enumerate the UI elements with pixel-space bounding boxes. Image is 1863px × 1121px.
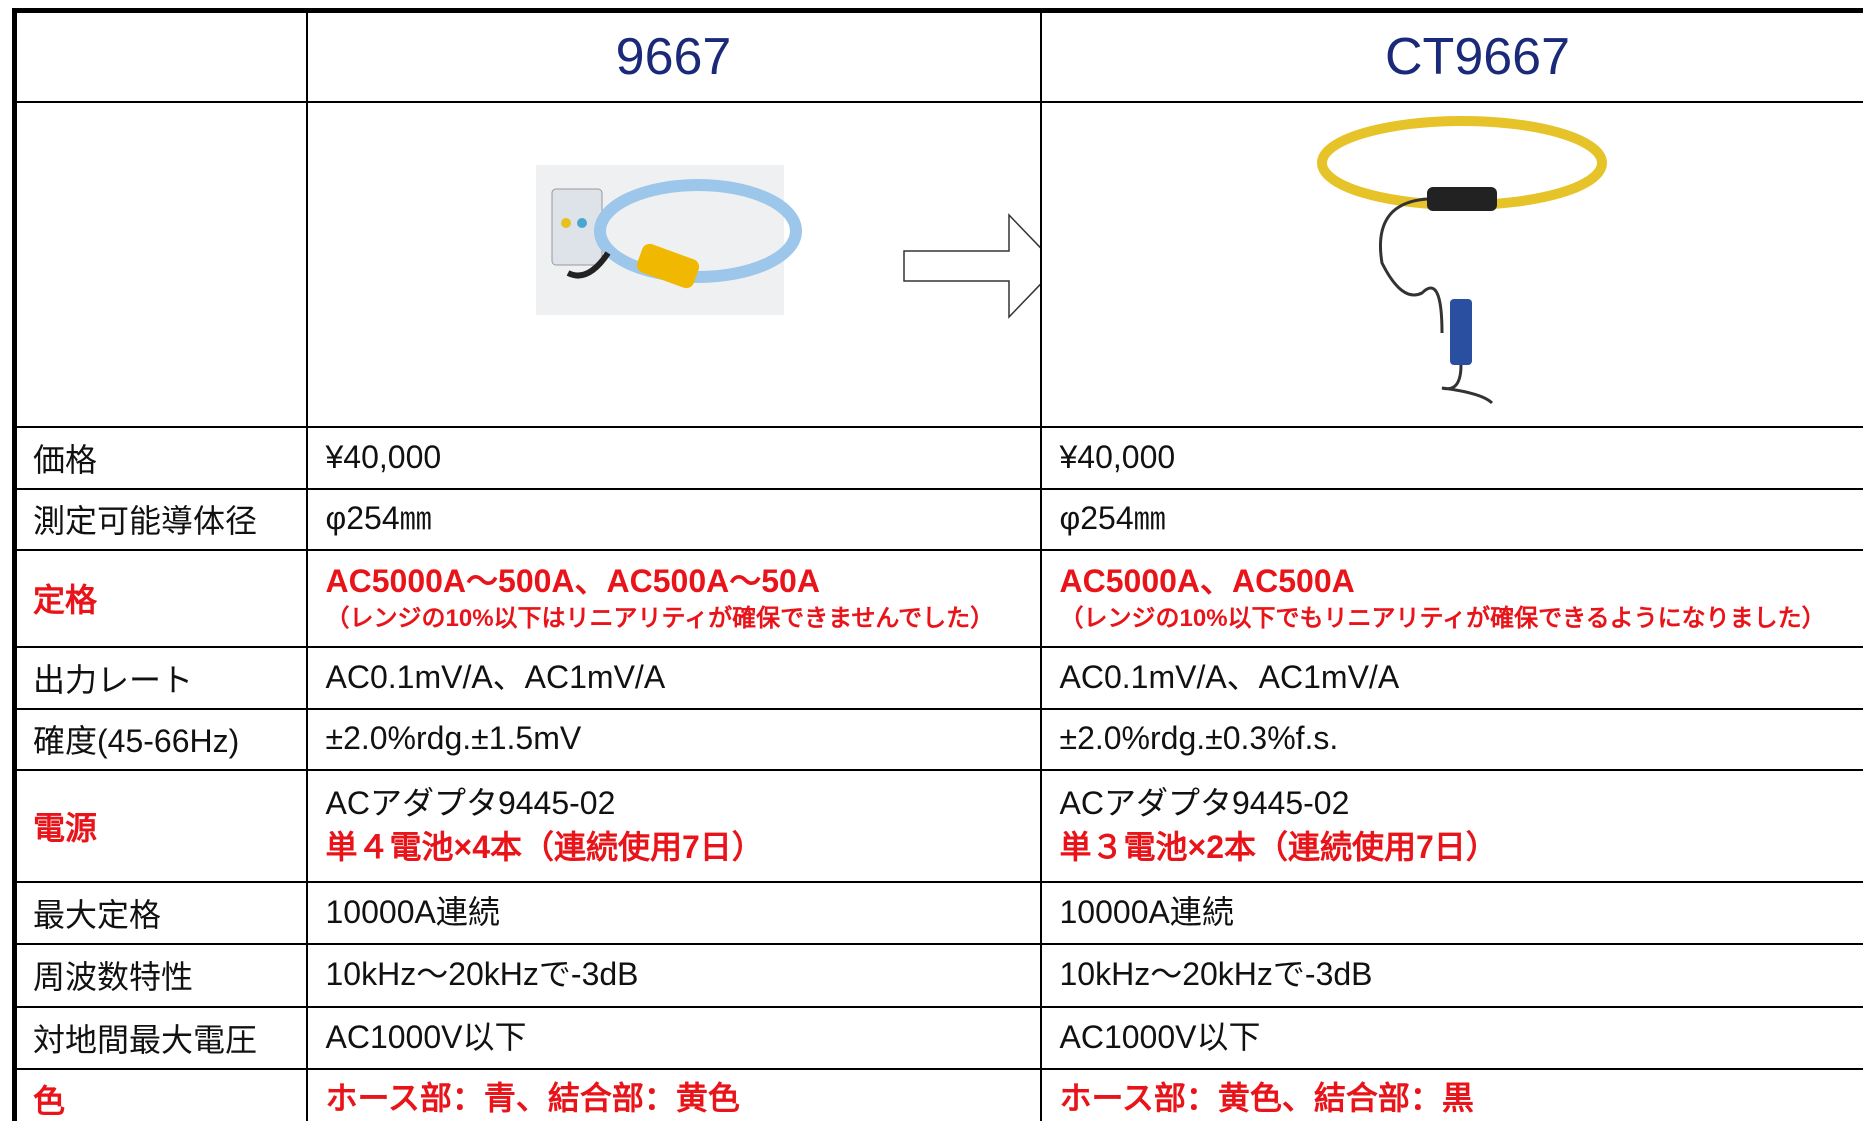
table-row: 出力レート AC0.1mV/A、AC1mV/A AC0.1mV/A、AC1mV/A	[12, 645, 1863, 710]
header-row: 9667 CT9667	[12, 8, 1863, 103]
cell: 10000A連続	[305, 880, 1042, 945]
cell-text: ACアダプタ9445-02	[325, 785, 616, 822]
row-label: 出力レート	[12, 645, 308, 710]
cell: ホース部：青、結合部：黄色	[305, 1067, 1042, 1121]
cell-text: ±2.0%rdg.±0.3%f.s.	[1059, 720, 1339, 757]
cell-text: 10kHz～20kHzで-3dB	[1059, 956, 1373, 993]
row-label: 価格	[12, 425, 308, 490]
table-row: 色ホース部：青、結合部：黄色 ホース部：黄色、結合部：黒	[12, 1067, 1863, 1121]
product-image-9667	[535, 164, 1039, 319]
cell-text: AC0.1mV/A、AC1mV/A	[1059, 658, 1400, 695]
row-label: 色	[12, 1067, 308, 1121]
cell-text: AC0.1mV/A、AC1mV/A	[325, 658, 666, 695]
cell: ±2.0%rdg.±1.5mV	[305, 707, 1042, 771]
product-image-ct9667	[1316, 115, 1607, 404]
cell: ACアダプタ9445-02 単４電池×4本（連続使用7日）	[305, 768, 1042, 883]
comparison-table: 9667 CT9667 価格 ¥40,000 ¥40,000 測定可能導体径 φ254㎜…	[12, 8, 1863, 1121]
cell: AC1000V以下	[1039, 1005, 1863, 1070]
cell: 10kHz～20kHzで-3dB	[1039, 942, 1863, 1008]
cell-text: 10000A連続	[325, 893, 500, 930]
cell: AC5000A～500A、AC500A～50A （レンジの10%以下はリニアリティ…	[305, 548, 1042, 648]
cell-text: AC5000A～500A、AC500A～50A	[325, 563, 820, 600]
cell: φ254㎜	[305, 487, 1042, 551]
cell: AC1000V以下	[305, 1005, 1042, 1070]
cell: ACアダプタ9445-02 単３電池×2本（連続使用7日）	[1039, 768, 1863, 883]
table-row: 価格 ¥40,000 ¥40,000	[12, 425, 1863, 490]
row-label: 電源	[12, 768, 308, 883]
table-row: 確度(45-66Hz) ±2.0%rdg.±1.5mV ±2.0%rdg.±0.3%…	[12, 707, 1863, 771]
cell-text: ¥40,000	[1059, 438, 1176, 475]
cell: ±2.0%rdg.±0.3%f.s.	[1039, 707, 1863, 771]
row-label: 最大定格	[12, 880, 308, 945]
cell: ホース部：黄色、結合部：黒	[1039, 1067, 1863, 1121]
empty-cell	[12, 100, 308, 428]
table-row: 定格 AC5000A～500A、AC500A～50A （レンジの10%以下はリニアリ…	[12, 548, 1863, 648]
image-cell	[305, 100, 1042, 428]
row-label: 定格	[12, 548, 308, 648]
table-row: 最大定格 10000A連続 10000A連続	[12, 880, 1863, 945]
cell-text: 単３電池×2本（連続使用7日）	[1059, 828, 1498, 865]
column-header: 9667	[305, 8, 1042, 103]
cell-text: （レンジの10%以下でもリニアリティが確保できるようになりました）	[1059, 605, 1826, 633]
cell-text: AC1000V以下	[1059, 1018, 1261, 1055]
cell: ¥40,000	[305, 425, 1042, 490]
cell-text: ホース部：黄色、結合部：黒	[1059, 1079, 1474, 1116]
corner-cell	[12, 8, 308, 103]
table-row: 周波数特性 10kHz～20kHzで-3dB 10kHz～20kHzで-3dB	[12, 942, 1863, 1008]
table-row: 測定可能導体径 φ254㎜ φ254㎜	[12, 487, 1863, 551]
row-label: 周波数特性	[12, 942, 308, 1008]
cell-text: （レンジの10%以下はリニアリティが確保できませんでした）	[325, 605, 995, 633]
cell: 10000A連続	[1039, 880, 1863, 945]
cell: 10kHz～20kHzで-3dB	[305, 942, 1042, 1008]
image-row	[12, 100, 1863, 428]
cell: AC0.1mV/A、AC1mV/A	[1039, 645, 1863, 710]
cell-text: φ254㎜	[325, 500, 432, 537]
cell-text: ホース部：青、結合部：黄色	[325, 1079, 740, 1116]
cell-text: ±2.0%rdg.±1.5mV	[325, 720, 582, 757]
cell-text: AC1000V以下	[325, 1018, 527, 1055]
column-header: CT9667	[1039, 8, 1863, 103]
cell-text: ¥40,000	[325, 438, 442, 475]
cell: ¥40,000	[1039, 425, 1863, 490]
cell-text: 10000A連続	[1059, 893, 1234, 930]
image-cell	[1039, 100, 1863, 428]
cell-text: φ254㎜	[1059, 500, 1166, 537]
cell-text: ACアダプタ9445-02	[1059, 785, 1350, 822]
table-row: 電源 ACアダプタ9445-02 単４電池×4本（連続使用7日） ACアダプタ9445…	[12, 768, 1863, 883]
cell: φ254㎜	[1039, 487, 1863, 551]
row-label: 測定可能導体径	[12, 487, 308, 551]
cell: AC0.1mV/A、AC1mV/A	[305, 645, 1042, 710]
cell: AC5000A、AC500A （レンジの10%以下でもリニアリティが確保できるよう…	[1039, 548, 1863, 648]
row-label: 確度(45-66Hz)	[12, 707, 308, 771]
row-label: 対地間最大電圧	[12, 1005, 308, 1070]
cell-text: 単４電池×4本（連続使用7日）	[325, 828, 764, 865]
table-row: 対地間最大電圧 AC1000V以下 AC1000V以下	[12, 1005, 1863, 1070]
cell-text: 10kHz～20kHzで-3dB	[325, 956, 639, 993]
cell-text: AC5000A、AC500A	[1059, 563, 1355, 600]
